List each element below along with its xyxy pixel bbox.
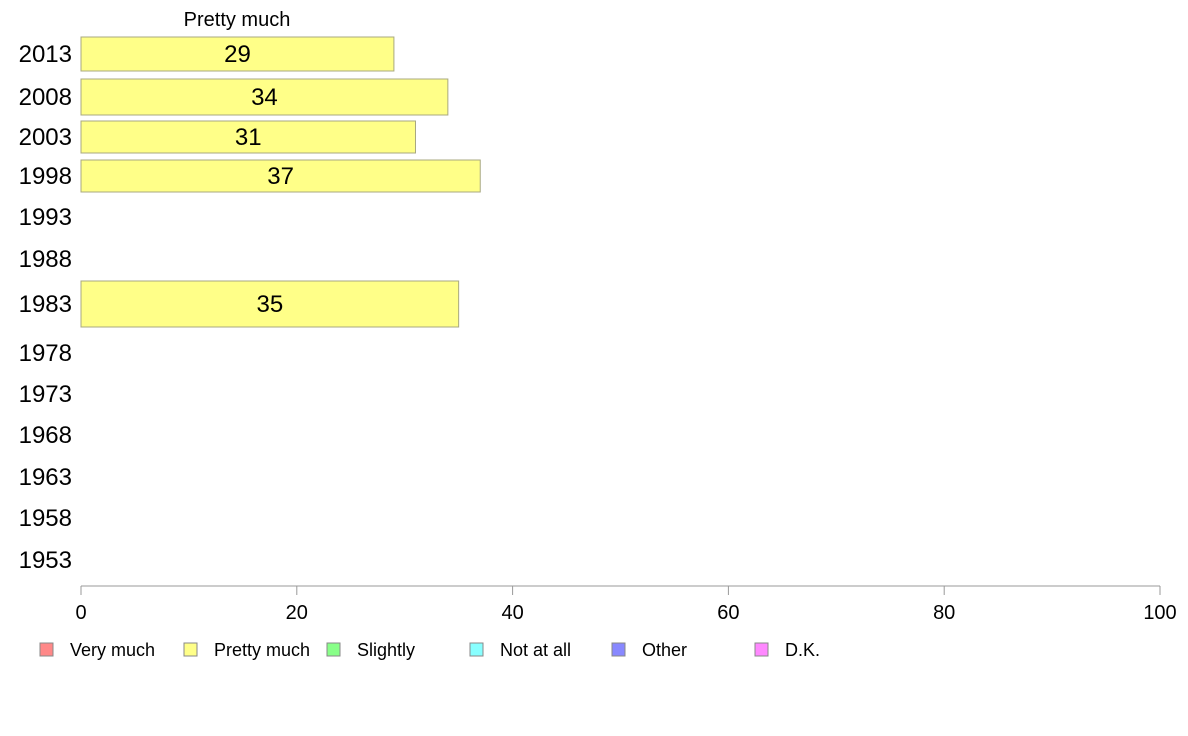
bar-2003 [80,120,416,154]
legend-swatch-other [611,642,626,657]
legend-label-very-much: Very much [70,640,155,660]
bar-2013 [80,36,395,72]
legend-label-other: Other [642,640,687,660]
year-label-1973: 1973 [19,381,72,408]
year-label-1998: 1998 [19,163,72,190]
legend: Very much Pretty much Slightly Not at all Ot… [39,640,820,660]
data-label-1983: 35 [256,291,283,318]
year-label-1958: 1958 [19,505,72,532]
year-label-1988: 1988 [19,246,72,273]
data-label-2003: 31 [235,124,262,151]
x-tick-label-80: 80 [933,602,955,624]
year-label-1978: 1978 [19,340,72,367]
x-axis: 0 20 40 60 80 100 [75,585,1177,624]
series-title: Pretty much [184,9,291,31]
x-tick-label-0: 0 [75,602,86,624]
year-label-2008: 2008 [19,84,72,111]
chart-rows: 2013 29 2008 34 2003 31 1998 37 1993 1988 1983 35 19… [19,36,481,574]
year-label-1963: 1963 [19,464,72,491]
data-label-2013: 29 [224,41,251,68]
legend-label-not-at-all: Not at all [500,640,571,660]
legend-swatch-very-much [39,642,54,657]
legend-label-d-k: D.K. [785,640,820,660]
legend-swatch-pretty-much [183,642,198,657]
year-label-2013: 2013 [19,41,72,68]
data-label-1998: 37 [267,163,294,190]
legend-swatch-d-k [754,642,769,657]
bar-1998 [80,159,481,193]
data-label-2008: 34 [251,84,278,111]
legend-swatch-not-at-all [469,642,484,657]
year-label-1983: 1983 [19,291,72,318]
x-tick-label-20: 20 [286,602,308,624]
year-label-1993: 1993 [19,204,72,231]
legend-swatch-slightly [326,642,341,657]
bar-1983 [80,280,460,328]
x-tick-label-100: 100 [1143,602,1176,624]
year-label-1953: 1953 [19,547,72,574]
year-label-1968: 1968 [19,422,72,449]
legend-label-slightly: Slightly [357,640,415,660]
x-tick-label-60: 60 [717,602,739,624]
year-label-2003: 2003 [19,124,72,151]
legend-label-pretty-much: Pretty much [214,640,310,660]
x-tick-label-40: 40 [501,602,523,624]
bar-2008 [80,78,449,116]
